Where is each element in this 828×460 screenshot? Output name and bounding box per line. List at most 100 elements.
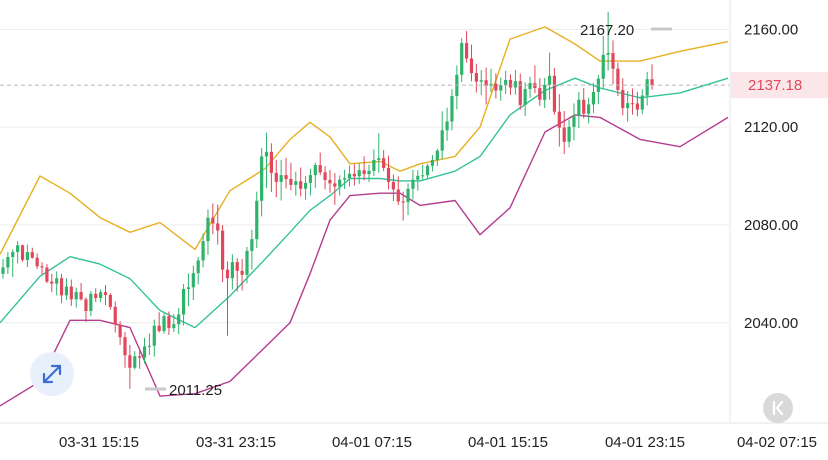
- candle: [523, 82, 527, 117]
- candle-body: [177, 314, 181, 325]
- candle-body: [108, 294, 112, 307]
- candle: [435, 148, 439, 167]
- candle-body: [626, 103, 630, 109]
- candle: [138, 349, 142, 369]
- candle-body: [640, 95, 644, 110]
- candle: [635, 91, 639, 117]
- candle: [626, 90, 630, 122]
- candle: [89, 290, 93, 317]
- candle-body: [435, 150, 439, 160]
- candle: [162, 313, 166, 334]
- candle-body: [16, 245, 20, 253]
- candle: [621, 78, 625, 116]
- candle: [372, 149, 376, 177]
- candle-body: [59, 278, 64, 296]
- band-lower-line: [0, 114, 729, 407]
- low-label: 2011.25: [169, 382, 222, 399]
- candle: [474, 63, 478, 93]
- candle: [35, 253, 39, 270]
- candle: [64, 278, 69, 301]
- candle: [269, 143, 273, 192]
- candle-body: [55, 278, 59, 284]
- candle: [489, 68, 493, 92]
- current-price-line: 2137.18: [0, 72, 828, 99]
- candle-body: [25, 252, 29, 260]
- candle-body: [377, 158, 381, 160]
- y-tick-label: 2080.00: [744, 217, 798, 234]
- candle: [6, 251, 10, 274]
- candle-body: [313, 165, 317, 176]
- candle: [245, 246, 249, 284]
- candle-body: [264, 151, 269, 157]
- candle-body: [40, 266, 44, 268]
- annotations: 2167.20 2011.25: [145, 22, 672, 399]
- y-tick-label: 2160.00: [744, 21, 798, 38]
- candle-body: [357, 170, 361, 177]
- candle-body: [230, 262, 234, 279]
- candle-body: [382, 158, 386, 168]
- candle-body: [577, 99, 581, 117]
- candle: [157, 312, 161, 333]
- candle: [45, 264, 49, 284]
- collapse-button[interactable]: [763, 393, 793, 423]
- expand-button[interactable]: [30, 352, 74, 396]
- candle-body: [216, 223, 220, 231]
- candle: [601, 35, 605, 90]
- candle-body: [6, 256, 10, 268]
- candle: [167, 311, 171, 335]
- candle: [562, 111, 566, 155]
- collapse-left-chevron-icon: [772, 400, 784, 416]
- candle: [445, 107, 449, 141]
- candle-body: [167, 316, 171, 329]
- candle-body: [587, 104, 591, 114]
- candle: [382, 150, 386, 172]
- candle-body: [572, 116, 576, 127]
- candle-body: [11, 252, 15, 257]
- candle: [411, 169, 415, 200]
- candle: [479, 70, 483, 96]
- candle-body: [147, 345, 151, 347]
- candle-body: [103, 292, 108, 295]
- candle: [582, 88, 586, 119]
- candle: [552, 67, 557, 115]
- candle: [206, 209, 210, 255]
- candle-body: [479, 80, 483, 82]
- candle-body: [547, 75, 552, 85]
- candle-body: [69, 286, 73, 300]
- candle: [377, 133, 381, 173]
- candle-body: [84, 299, 88, 312]
- candle: [279, 159, 283, 201]
- candle: [518, 73, 522, 110]
- candle-body: [621, 89, 625, 109]
- candle: [118, 321, 122, 346]
- candle-body: [206, 217, 210, 242]
- candle-body: [318, 165, 322, 173]
- candle-body: [469, 58, 474, 74]
- x-tick-label: 04-01 15:15: [468, 434, 548, 451]
- candle-body: [303, 182, 308, 189]
- candle: [172, 313, 176, 333]
- candle: [333, 173, 337, 205]
- candle-body: [606, 53, 610, 55]
- candle-body: [196, 260, 200, 274]
- candle-body: [142, 346, 147, 358]
- candle-body: [401, 201, 405, 203]
- candle-body: [557, 111, 561, 128]
- candle-body: [1, 267, 5, 274]
- x-tick-label: 04-01 23:15: [605, 434, 685, 451]
- candle-body: [50, 281, 54, 284]
- candle: [55, 271, 59, 296]
- candle: [567, 119, 571, 148]
- candle-body: [523, 89, 527, 105]
- candle: [69, 279, 73, 306]
- candle-body: [460, 43, 464, 75]
- candle-body: [181, 289, 186, 315]
- candle: [640, 89, 644, 115]
- candle: [284, 157, 288, 189]
- candle: [255, 191, 259, 248]
- candle-body: [616, 68, 620, 90]
- candle: [216, 204, 220, 245]
- candle-body: [30, 252, 34, 258]
- candle-body: [323, 172, 327, 180]
